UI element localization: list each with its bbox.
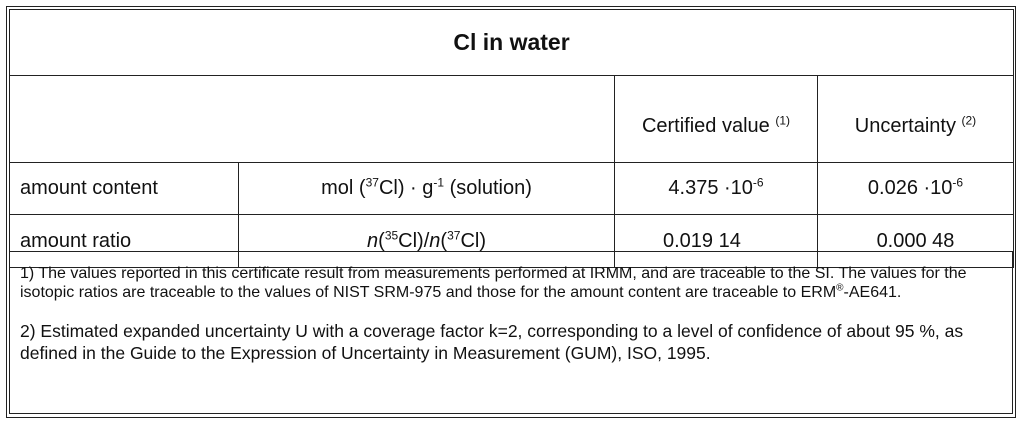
footnotes-box: 1) The values reported in this certifica… [9, 251, 1013, 414]
row-label: amount ratio [9, 214, 239, 268]
row-uncertainty: 0.000 48 [817, 214, 1014, 268]
header-uncertainty: Uncertainty (2) [817, 75, 1014, 163]
row-unit: n(35Cl)/n(37Cl) [238, 214, 615, 268]
footnote-1: 1) The values reported in this certifica… [20, 265, 967, 301]
header-certified-value: Certified value (1) [614, 75, 818, 163]
table-row: amount ratio n(35Cl)/n(37Cl) 0.019 14 0.… [9, 214, 1014, 268]
certificate-table: Cl in water Certified value (1) Uncertai… [9, 9, 1014, 268]
table-row: amount content mol (37Cl) · g-1 (solutio… [9, 162, 1014, 215]
certificate-frame [6, 6, 1016, 418]
table-title: Cl in water [9, 9, 1014, 76]
row-certified-value: 4.375 ·10-6 [614, 162, 818, 215]
footnote-2: 2) Estimated expanded uncertainty U with… [20, 321, 964, 363]
row-unit: mol (37Cl) · g-1 (solution) [238, 162, 615, 215]
header-empty-cell [9, 75, 615, 163]
row-uncertainty: 0.026 ·10-6 [817, 162, 1014, 215]
row-label: amount content [9, 162, 239, 215]
row-certified-value: 0.019 14 [614, 214, 818, 268]
